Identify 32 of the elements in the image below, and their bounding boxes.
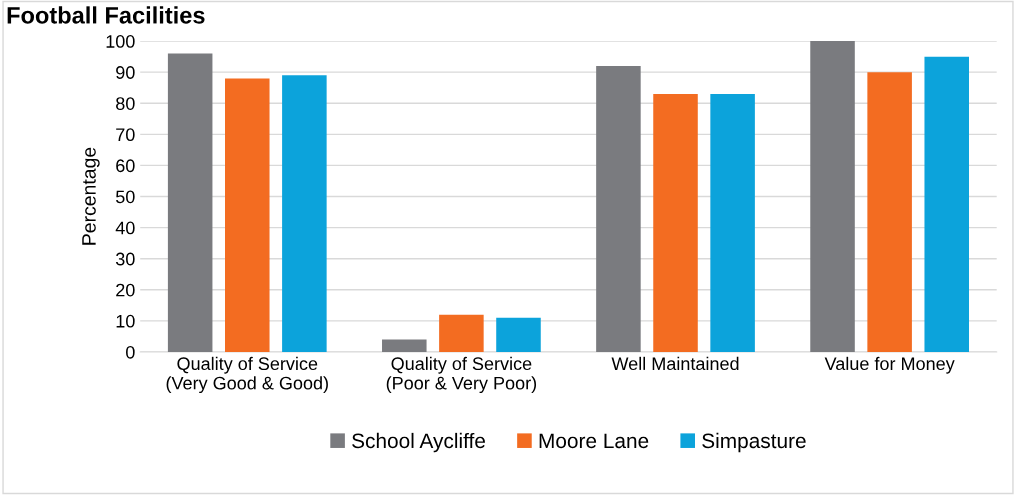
bar [225,78,270,352]
bar [596,65,641,352]
y-axis-title: Percentage [82,147,100,245]
y-tick-label: 60 [116,159,135,173]
bar [496,317,541,352]
y-tick-label: 10 [116,314,135,328]
x-tick-label: Value for Money [824,356,955,374]
y-tick-label: 90 [116,66,135,79]
y-tick-label: 30 [115,252,135,266]
y-tick-label: 0 [126,345,135,359]
y-tick-label: 100 [106,35,135,48]
bar [653,93,698,352]
legend-label: School Aycliffe [352,432,485,453]
y-tick-label: 50 [115,190,135,204]
bar [810,41,855,352]
bar [867,72,912,352]
bar [382,339,427,352]
y-tick-label: 70 [116,128,135,142]
bar [924,56,969,352]
bar [167,53,213,352]
x-tick-label: Well Maintained [611,356,739,371]
chart-title: Football Facilities [7,6,205,24]
x-tick-label: Quality of Service (Poor & Very Poor) [386,356,537,394]
x-tick-label: Quality of Service (Very Good & Good) [166,356,328,394]
y-tick-label: 40 [115,221,135,235]
y-tick-label: 20 [116,283,135,297]
bar [282,75,327,352]
bar [710,93,755,352]
legend-label: Simpasture [702,432,806,453]
y-tick-label: 80 [116,97,135,110]
legend-label: Moore Lane [539,433,649,449]
bar [439,314,484,352]
